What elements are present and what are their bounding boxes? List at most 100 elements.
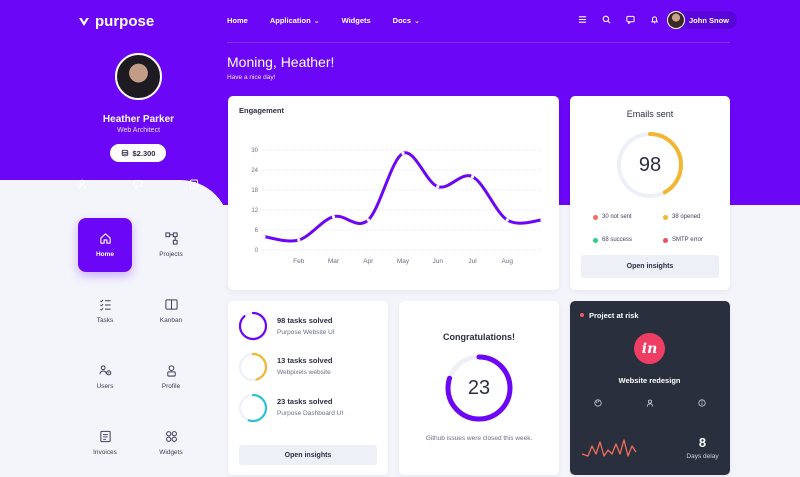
- menu-item-kanban[interactable]: Kanban: [144, 284, 198, 338]
- emails-count: 98: [638, 153, 662, 176]
- balance-button[interactable]: $2.300: [110, 144, 166, 162]
- invoices-icon: [99, 430, 111, 443]
- header-actions: [576, 13, 660, 25]
- greeting-title: Moning, Heather!: [227, 54, 335, 70]
- avatar: [667, 11, 685, 29]
- user-name: John Snow: [689, 15, 729, 25]
- profile-icon: [166, 365, 176, 377]
- tasks-icon: [99, 299, 111, 311]
- projects-icon: [164, 232, 178, 245]
- home-icon: [99, 233, 111, 244]
- menu-item-tasks[interactable]: Tasks: [78, 284, 132, 338]
- congrats-count: 23: [467, 376, 491, 399]
- menu-item-projects[interactable]: Projects: [144, 218, 198, 272]
- money-icon: [121, 149, 128, 157]
- engagement-line: [262, 151, 544, 243]
- risk-sparkline: [581, 439, 637, 457]
- task-ring-progress: [238, 393, 268, 423]
- data-point: [331, 215, 336, 219]
- data-point: [436, 185, 440, 189]
- chevron-down-icon: ⌄: [313, 17, 320, 25]
- task-subtitle: Purpose Website UI: [277, 329, 335, 336]
- y-tick-label: 24: [251, 168, 258, 174]
- nav-home[interactable]: Home: [227, 16, 248, 25]
- y-tick-label: 6: [255, 228, 259, 234]
- x-tick-label: Aug: [501, 258, 513, 265]
- bell-icon[interactable]: [648, 13, 660, 25]
- profile-name: Heather Parker: [102, 114, 175, 125]
- task-subtitle: Webpixels website: [277, 369, 331, 376]
- emails-open-insights-button[interactable]: Open insights: [581, 255, 719, 278]
- y-tick-label: 30: [251, 148, 258, 154]
- emails-title: Emails sent: [626, 109, 674, 119]
- engagement-chart: 0 6 12 18 24 30 Feb Mar Apr May Jun Jul Aug: [251, 148, 544, 265]
- search-icon[interactable]: [600, 13, 612, 25]
- palette-icon[interactable]: [593, 398, 603, 408]
- data-point: [401, 151, 405, 155]
- engagement-title: Engagement: [239, 106, 285, 115]
- menu-item-profile[interactable]: Profile: [144, 350, 198, 404]
- nav-widgets[interactable]: Widgets: [341, 16, 371, 25]
- menu-icon[interactable]: [576, 13, 588, 25]
- user-icon[interactable]: [645, 398, 655, 408]
- logo-icon: [79, 17, 89, 26]
- x-tick-label: Jun: [433, 258, 444, 265]
- task-subtitle: Purpose Dashboard UI: [277, 410, 344, 417]
- data-point: [540, 218, 544, 222]
- days-delay-count: 8: [698, 435, 707, 450]
- nav-docs[interactable]: Docs ⌄: [392, 16, 420, 25]
- profile-role: Web Architect: [116, 127, 161, 134]
- user-menu[interactable]: John Snow: [667, 11, 737, 29]
- data-point: [297, 238, 301, 242]
- task-title: 98 tasks solved: [277, 316, 333, 325]
- legend-opened: 38 opened: [663, 214, 700, 220]
- x-tick-label: Jul: [468, 258, 477, 265]
- chat-icon[interactable]: [624, 13, 636, 25]
- menu-item-invoices[interactable]: Invoices: [78, 416, 132, 470]
- x-tick-label: May: [397, 258, 410, 265]
- data-point: [470, 175, 475, 179]
- profile-chat-icon[interactable]: [132, 178, 144, 190]
- legend-smtp-error: SMTP error: [663, 237, 703, 243]
- task-ring-progress: [238, 311, 268, 341]
- task-progress-rings: [238, 311, 268, 423]
- brand-name: purpose: [95, 13, 155, 30]
- congrats-progress-ring: [445, 354, 513, 422]
- data-point: [262, 235, 266, 239]
- x-tick-label: Apr: [363, 258, 374, 265]
- congrats-text: Github issues were closed this week.: [425, 435, 533, 442]
- engagement-card: [228, 96, 559, 290]
- y-tick-label: 18: [251, 188, 258, 194]
- top-navigation: Home Application ⌄ Widgets Docs ⌄: [227, 16, 420, 25]
- y-tick-label: 12: [251, 208, 258, 214]
- legend-not-sent: 30 not sent: [593, 214, 632, 220]
- profile-user-icon[interactable]: [76, 178, 88, 190]
- brand-logo[interactable]: purpose: [78, 13, 154, 30]
- invision-logo: in: [634, 333, 665, 364]
- nav-application[interactable]: Application ⌄: [269, 16, 320, 25]
- greeting-subtitle: Have a nice day!: [227, 74, 276, 81]
- profile-avatar[interactable]: [115, 53, 162, 100]
- menu-item-widgets[interactable]: Widgets: [144, 416, 198, 470]
- tasks-open-insights-button[interactable]: Open insights: [239, 445, 377, 465]
- profile-notes-icon[interactable]: [188, 178, 200, 190]
- ring-progress: [445, 354, 513, 422]
- menu-item-users[interactable]: Users: [78, 350, 132, 404]
- task-title: 23 tasks solved: [277, 397, 333, 406]
- emails-progress-ring: [617, 132, 683, 198]
- congrats-card: [399, 301, 559, 475]
- risk-status-dot: [580, 313, 584, 317]
- kanban-icon: [164, 299, 178, 310]
- task-title: 13 tasks solved: [277, 356, 333, 365]
- risk-title: Project at risk: [589, 311, 639, 320]
- x-tick-label: Feb: [293, 258, 305, 265]
- y-tick-label: 0: [255, 248, 259, 254]
- legend-success: 68 success: [593, 237, 632, 243]
- task-ring-progress: [238, 352, 268, 382]
- info-icon[interactable]: [697, 398, 707, 408]
- chevron-down-icon: ⌄: [414, 17, 420, 25]
- menu-item-home[interactable]: Home: [78, 218, 132, 272]
- ring-progress: [617, 132, 683, 198]
- header-divider: [227, 42, 730, 43]
- data-point: [505, 218, 509, 222]
